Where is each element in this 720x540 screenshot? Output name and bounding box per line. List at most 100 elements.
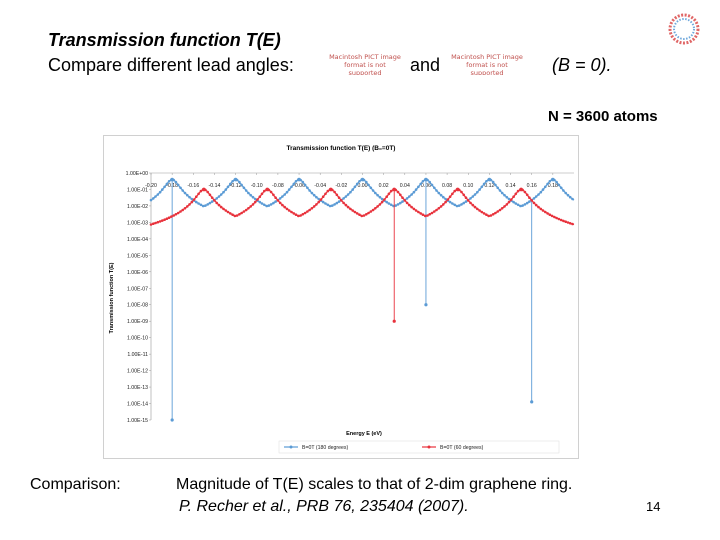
y-tick-label: 1.00E-12 bbox=[127, 369, 148, 375]
y-tick-label: 1.00E-07 bbox=[127, 286, 148, 292]
data-point bbox=[156, 193, 160, 196]
data-point bbox=[199, 189, 203, 193]
data-point bbox=[163, 218, 166, 221]
data-point bbox=[378, 195, 382, 199]
data-point bbox=[571, 222, 574, 226]
data-point bbox=[192, 198, 196, 201]
data-point bbox=[199, 203, 203, 207]
data-point bbox=[566, 193, 570, 197]
data-point bbox=[317, 200, 320, 204]
x-tick-label: 0.08 bbox=[442, 183, 452, 189]
data-point bbox=[559, 186, 563, 190]
b-zero-label: (B = 0). bbox=[552, 55, 612, 75]
data-point bbox=[496, 186, 500, 190]
data-point bbox=[163, 185, 166, 189]
data-point bbox=[410, 205, 413, 209]
data-point bbox=[310, 207, 314, 210]
data-point bbox=[355, 212, 359, 215]
data-point bbox=[226, 185, 230, 189]
data-point bbox=[412, 190, 416, 194]
peak-point bbox=[233, 177, 238, 182]
y-tick-label: 1.00E-11 bbox=[127, 352, 148, 358]
data-point bbox=[383, 198, 386, 201]
data-point bbox=[530, 199, 533, 202]
data-point bbox=[471, 203, 475, 207]
data-point bbox=[249, 205, 252, 208]
data-point bbox=[568, 222, 572, 225]
data-point bbox=[213, 199, 216, 202]
data-point bbox=[546, 212, 549, 215]
data-point bbox=[380, 200, 384, 204]
data-point bbox=[442, 195, 445, 199]
data-point bbox=[503, 193, 506, 197]
x-tick-label: -0.10 bbox=[251, 183, 263, 189]
data-point bbox=[555, 216, 558, 220]
data-point bbox=[310, 191, 314, 195]
data-point bbox=[204, 204, 207, 207]
data-point bbox=[367, 211, 370, 215]
data-point bbox=[344, 203, 348, 207]
data-point bbox=[222, 207, 225, 211]
data-point bbox=[448, 195, 452, 198]
x-tick-label: 0.12 bbox=[484, 183, 494, 189]
data-point bbox=[476, 207, 479, 211]
data-point bbox=[525, 193, 529, 197]
peak-point bbox=[455, 187, 460, 192]
data-point bbox=[260, 202, 264, 205]
data-point bbox=[206, 190, 209, 194]
data-point bbox=[351, 188, 354, 191]
data-point bbox=[195, 200, 198, 204]
data-point bbox=[233, 214, 237, 218]
data-point bbox=[464, 196, 468, 199]
peak-point bbox=[265, 187, 270, 192]
data-point bbox=[394, 204, 398, 207]
data-point bbox=[500, 207, 504, 210]
x-tick-label: 0.04 bbox=[400, 183, 410, 189]
data-point bbox=[186, 193, 189, 197]
data-point bbox=[226, 210, 230, 214]
data-point bbox=[537, 205, 540, 209]
data-point bbox=[568, 195, 572, 199]
data-point bbox=[326, 189, 330, 193]
data-point bbox=[269, 203, 273, 206]
data-point bbox=[498, 189, 502, 192]
data-point bbox=[564, 220, 567, 223]
data-point bbox=[319, 198, 323, 201]
data-point bbox=[229, 212, 232, 215]
data-point bbox=[174, 180, 178, 184]
data-point bbox=[167, 180, 171, 183]
data-point bbox=[399, 201, 402, 205]
data-point bbox=[358, 213, 361, 216]
data-point bbox=[362, 214, 366, 217]
data-point bbox=[278, 201, 282, 205]
data-point bbox=[557, 217, 561, 221]
data-point bbox=[333, 203, 336, 206]
data-point bbox=[210, 200, 214, 203]
data-point bbox=[308, 208, 311, 212]
data-point bbox=[269, 190, 273, 194]
data-point bbox=[385, 195, 389, 198]
reference-text: P. Recher et al., PRB 76, 235404 (2007). bbox=[179, 498, 469, 515]
data-point bbox=[410, 193, 413, 196]
data-point bbox=[258, 195, 262, 198]
data-point bbox=[229, 182, 232, 186]
data-point bbox=[516, 203, 520, 207]
slide-title: Transmission function T(E) bbox=[48, 30, 281, 50]
data-point bbox=[414, 209, 418, 212]
data-point bbox=[315, 203, 318, 206]
data-point bbox=[176, 211, 180, 215]
data-point bbox=[219, 205, 223, 209]
data-point bbox=[559, 218, 563, 222]
data-point bbox=[154, 195, 157, 198]
data-point bbox=[414, 188, 418, 191]
data-point bbox=[500, 191, 504, 195]
data-point bbox=[190, 200, 194, 204]
data-point bbox=[355, 182, 359, 186]
data-point bbox=[206, 203, 209, 206]
data-point bbox=[462, 193, 466, 197]
data-point bbox=[550, 214, 554, 218]
data-point bbox=[324, 202, 327, 205]
data-point bbox=[201, 204, 205, 208]
data-point bbox=[405, 201, 409, 205]
data-point bbox=[408, 195, 411, 198]
